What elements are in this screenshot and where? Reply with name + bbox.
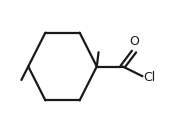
Text: Cl: Cl (143, 71, 156, 84)
Text: O: O (129, 35, 139, 48)
